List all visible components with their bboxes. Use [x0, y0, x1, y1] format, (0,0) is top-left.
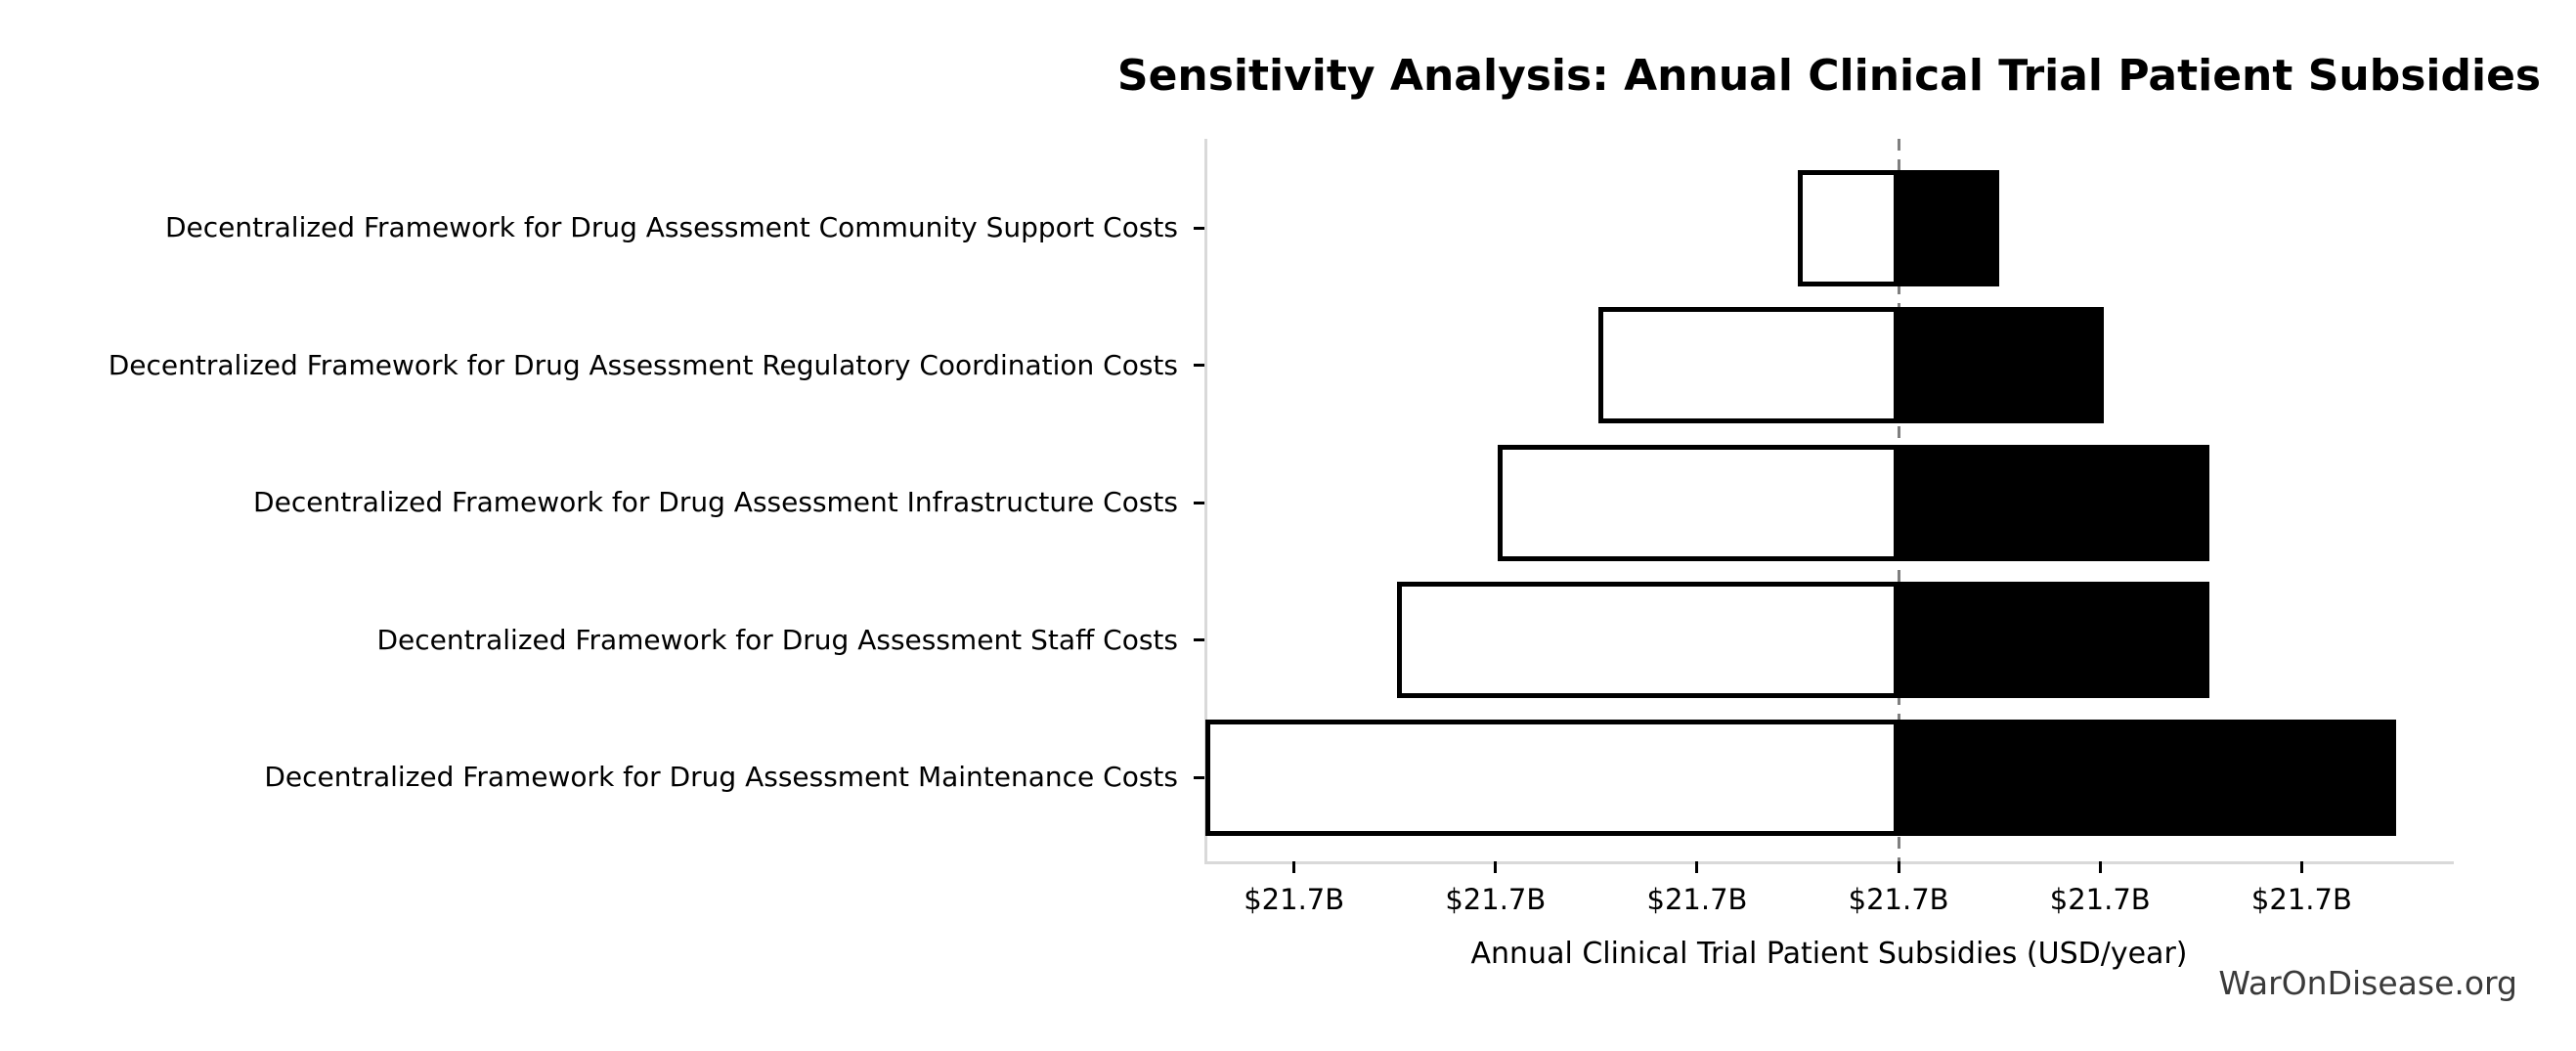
bar-high-side: [1899, 307, 2105, 423]
bar-high-side: [1899, 719, 2397, 836]
x-tick-mark: [1897, 861, 1900, 873]
x-tick-label: $21.7B: [2049, 883, 2151, 916]
y-tick-label: Decentralized Framework for Drug Assessm…: [264, 761, 1178, 793]
plot-area: $21.7B $21.7B $21.7B $21.7B $21.7B $21.7B: [1194, 139, 2454, 916]
y-tick-mark: [1194, 226, 1204, 230]
x-tick-mark: [1494, 861, 1498, 873]
bar-low-side: [1798, 169, 1899, 286]
bar-low-side: [1205, 719, 1899, 836]
y-tick-label: Decentralized Framework for Drug Assessm…: [108, 348, 1178, 381]
x-tick-label: $21.7B: [1445, 883, 1547, 916]
y-tick-mark: [1194, 501, 1204, 504]
x-tick-label: $21.7B: [1244, 883, 1345, 916]
chart-title: Sensitivity Analysis: Annual Clinical Tr…: [1116, 51, 2542, 101]
bar-high-side: [1899, 444, 2209, 561]
watermark-text: WarOnDisease.org: [2218, 964, 2517, 1002]
bar-high-side: [1899, 582, 2209, 698]
bar-low-side: [1597, 307, 1899, 423]
y-tick-mark: [1194, 775, 1204, 779]
bottom-axis-spine: [1204, 861, 2454, 864]
y-tick-label: Decentralized Framework for Drug Assessm…: [253, 486, 1178, 518]
x-tick-mark: [1292, 861, 1296, 873]
x-tick-label: $21.7B: [1848, 883, 1949, 916]
bar-low-side: [1396, 582, 1899, 698]
bar-high-side: [1899, 169, 2000, 286]
x-tick-mark: [2299, 861, 2303, 873]
left-axis-spine: [1204, 139, 1207, 863]
y-tick-mark: [1194, 364, 1204, 367]
x-axis-label: Annual Clinical Trial Patient Subsidies …: [1470, 937, 2188, 971]
x-tick-mark: [1695, 861, 1699, 873]
bar-low-side: [1497, 444, 1899, 561]
x-tick-label: $21.7B: [2250, 883, 2352, 916]
x-tick-label: $21.7B: [1646, 883, 1748, 916]
x-tick-mark: [2098, 861, 2102, 873]
y-tick-mark: [1194, 638, 1204, 641]
y-tick-label: Decentralized Framework for Drug Assessm…: [165, 211, 1178, 243]
y-tick-label: Decentralized Framework for Drug Assessm…: [376, 623, 1178, 656]
